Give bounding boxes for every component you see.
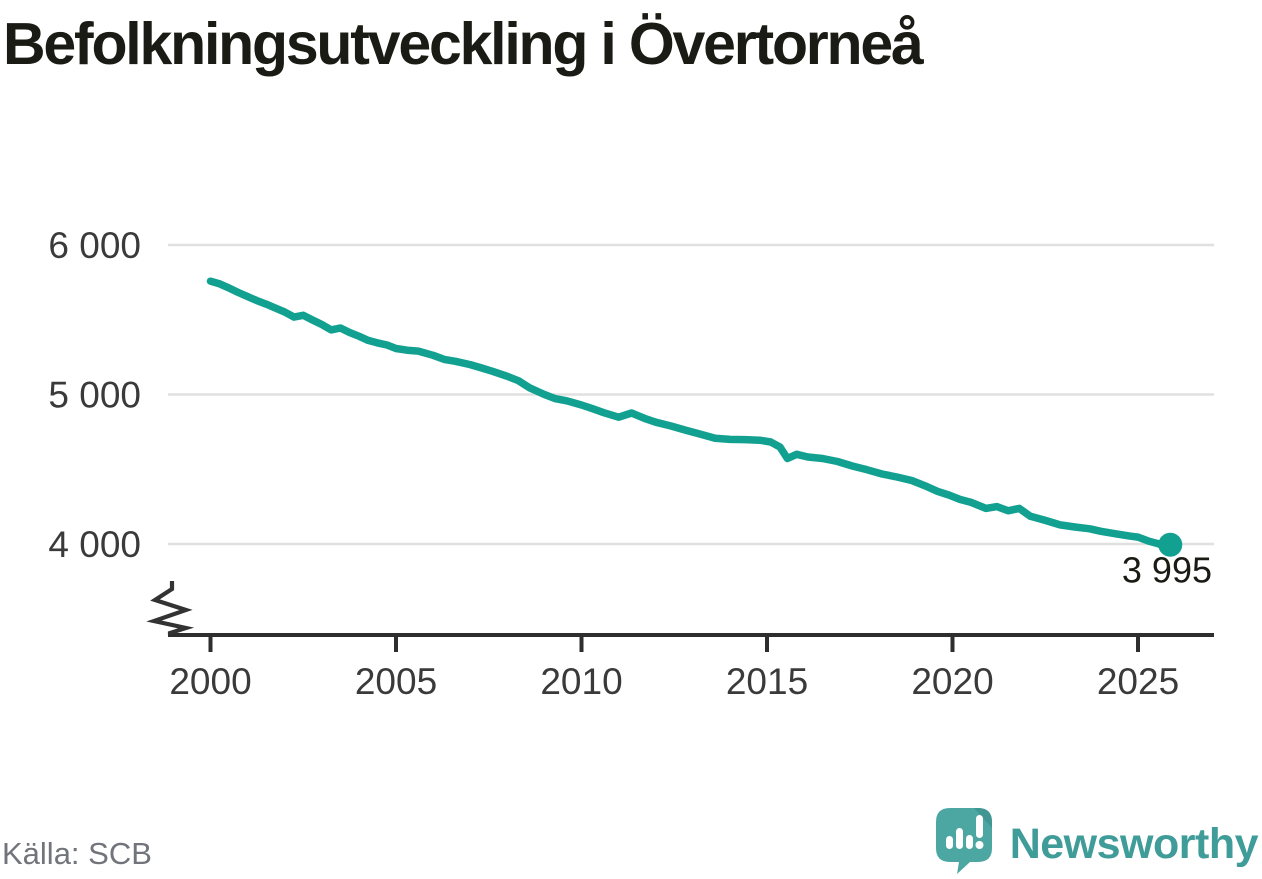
source-attribution: Källa: SCB bbox=[2, 836, 152, 871]
brand-lockup: Newsworthy bbox=[935, 808, 1259, 879]
end-value-label: 3 995 bbox=[1122, 550, 1212, 591]
x-tick-label: 2005 bbox=[355, 661, 437, 702]
y-tick-label: 4 000 bbox=[48, 524, 141, 565]
y-tick-label: 5 000 bbox=[48, 375, 141, 416]
x-tick-label: 2010 bbox=[540, 661, 622, 702]
x-tick-label: 2000 bbox=[169, 661, 251, 702]
end-point-dot bbox=[1158, 532, 1183, 557]
page-title: Befolkningsutveckling i Övertorneå bbox=[3, 11, 924, 77]
population-line bbox=[206, 277, 1175, 551]
axis-break-icon bbox=[146, 581, 195, 636]
gridlines bbox=[168, 243, 1214, 546]
x-tick-label: 2020 bbox=[911, 661, 993, 702]
brand-name: Newsworthy bbox=[1009, 819, 1259, 868]
x-tick-label: 2025 bbox=[1097, 661, 1179, 702]
y-tick-label: 6 000 bbox=[48, 225, 141, 266]
newsworthy-logo-icon bbox=[935, 808, 998, 879]
x-tick-label: 2015 bbox=[726, 661, 808, 702]
x-tick-marks bbox=[208, 635, 1140, 652]
